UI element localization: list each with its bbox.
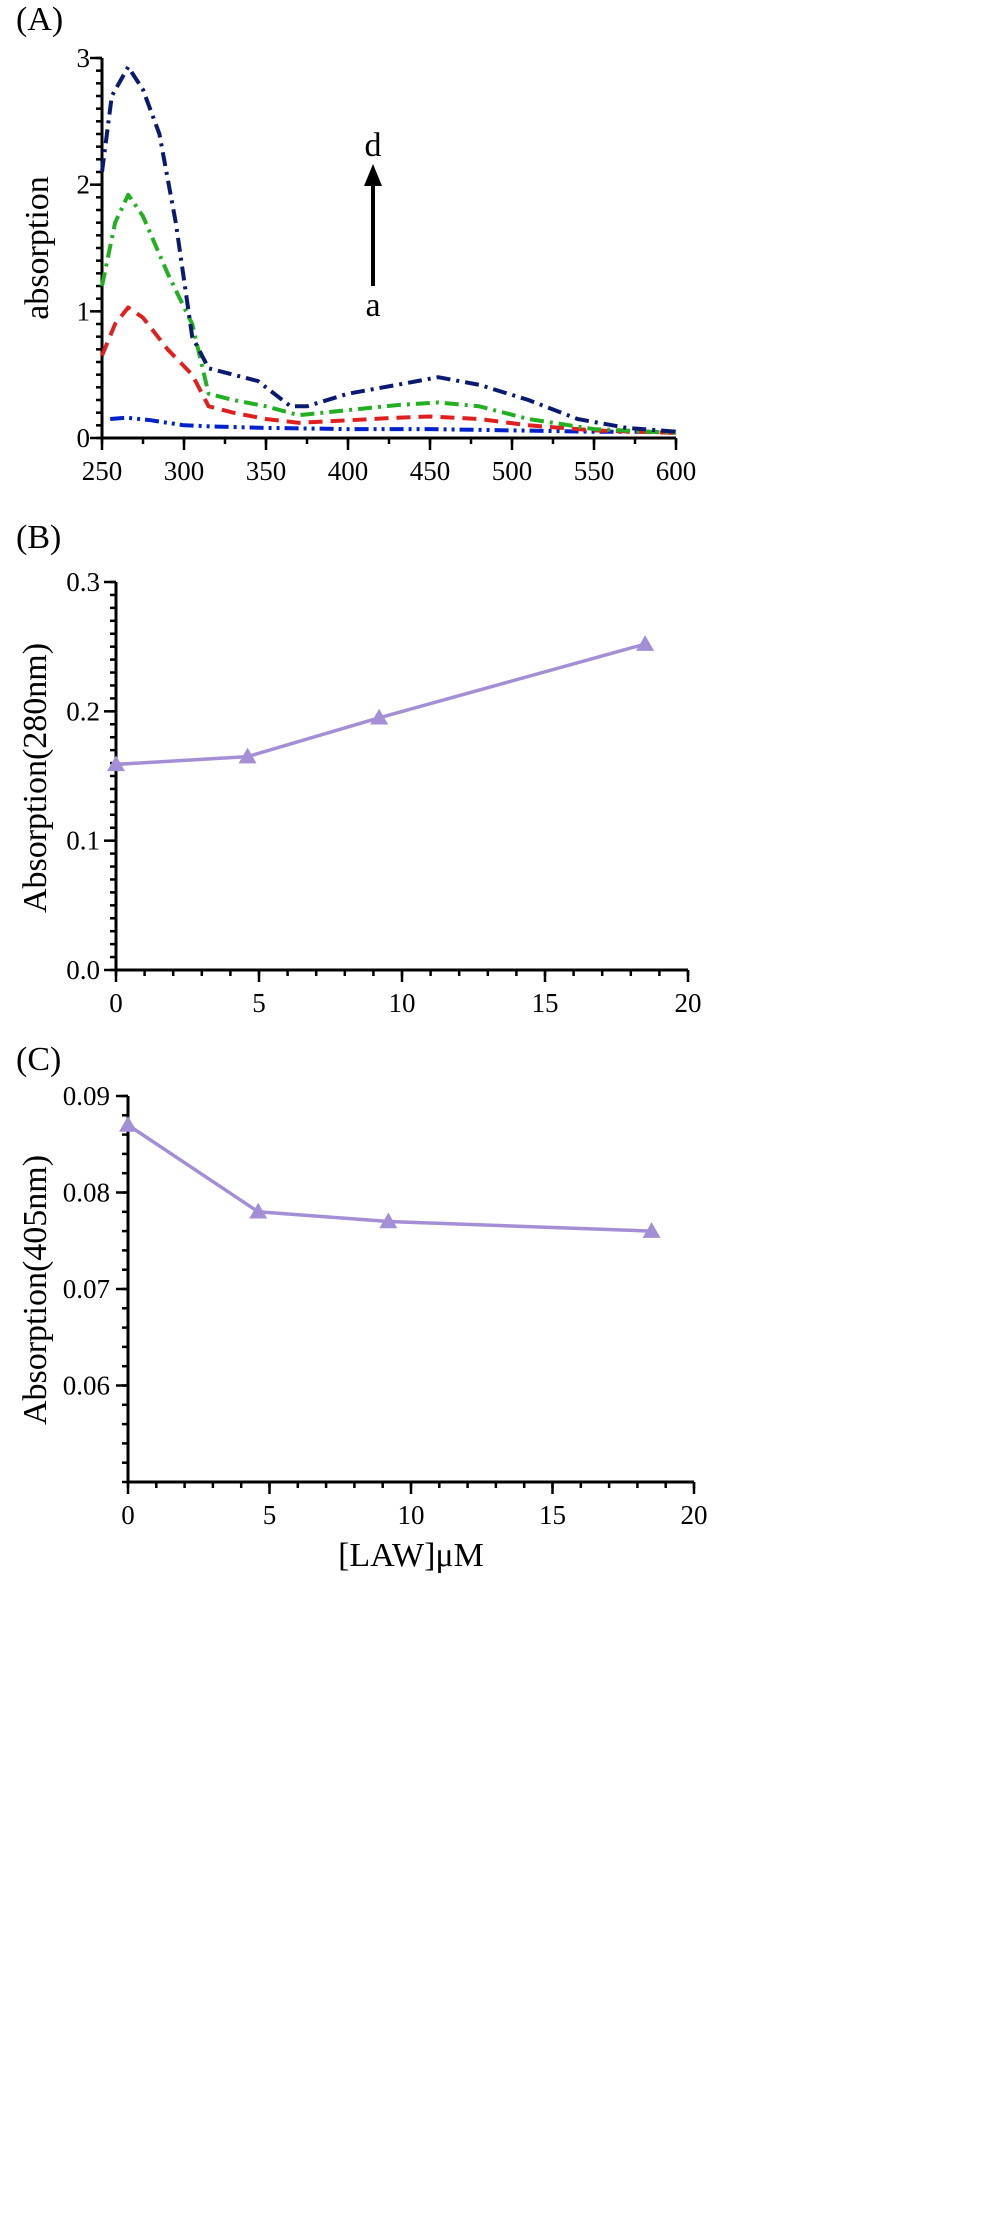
x-axis-label: [LAW]μM [338,1537,484,1574]
x-tick-label: 10 [389,988,416,1018]
data-point-triangle [249,1202,268,1219]
x-tick-label: 20 [675,988,702,1018]
x-tick-label: 10 [398,1500,425,1530]
x-tick-label: 20 [681,1500,708,1530]
y-tick-label: 1 [77,296,91,326]
x-tick-label: 5 [252,988,266,1018]
data-point-triangle [379,1212,398,1229]
data-point-triangle [642,1222,661,1238]
annotation-bottom: a [365,287,380,324]
y-tick-label: 0.2 [66,696,100,726]
x-tick-label: 600 [656,456,697,486]
data-point-triangle [636,635,655,651]
x-tick-label: 250 [82,456,123,486]
y-tick-label: 0.07 [63,1274,110,1304]
data-point-triangle [238,747,257,764]
series-line-1 [110,415,676,434]
x-tick-label: 15 [539,1500,566,1530]
series-line-4 [100,64,677,434]
chart-panel-2 [104,580,690,982]
chart-panel-3 [116,1094,696,1494]
x-tick-label: 0 [121,1500,135,1530]
x-tick-label: 0 [109,988,123,1018]
data-point-triangle [370,708,389,725]
x-tick-label: 400 [328,456,369,486]
series-line [127,1123,652,1233]
x-tick-label: 450 [410,456,451,486]
panel-label: (C) [16,1041,61,1078]
x-tick-label: 300 [164,456,205,486]
y-tick-label: 3 [77,43,91,73]
annotation-top: d [365,127,382,164]
x-tick-label: 15 [532,988,559,1018]
data-point-triangle [107,755,125,772]
y-tick-label: 0.1 [66,826,100,856]
y-axis-label: absorption [19,176,56,320]
y-tick-label: 0 [77,423,91,453]
data-point-triangle [119,1115,137,1132]
panel-label: (A) [16,1,63,38]
series-line-2 [100,305,677,435]
y-axis-label: Absorption(280nm) [17,643,54,913]
series-line-3 [100,192,677,435]
x-tick-label: 550 [574,456,615,486]
x-tick-label: 500 [492,456,533,486]
series-line [115,642,646,767]
arrow-head [364,164,382,186]
x-tick-label: 350 [246,456,287,486]
x-tick-label: 5 [263,1500,277,1530]
y-axis-label: Absorption(405nm) [17,1155,54,1425]
y-tick-label: 0.08 [63,1178,110,1208]
panel-label: (B) [16,519,61,556]
chart-panel-1 [90,56,678,450]
y-tick-label: 0.3 [66,567,100,597]
y-tick-label: 2 [77,170,91,200]
y-tick-label: 0.0 [66,955,100,985]
y-tick-label: 0.06 [63,1371,110,1401]
y-tick-label: 0.09 [63,1081,110,1111]
